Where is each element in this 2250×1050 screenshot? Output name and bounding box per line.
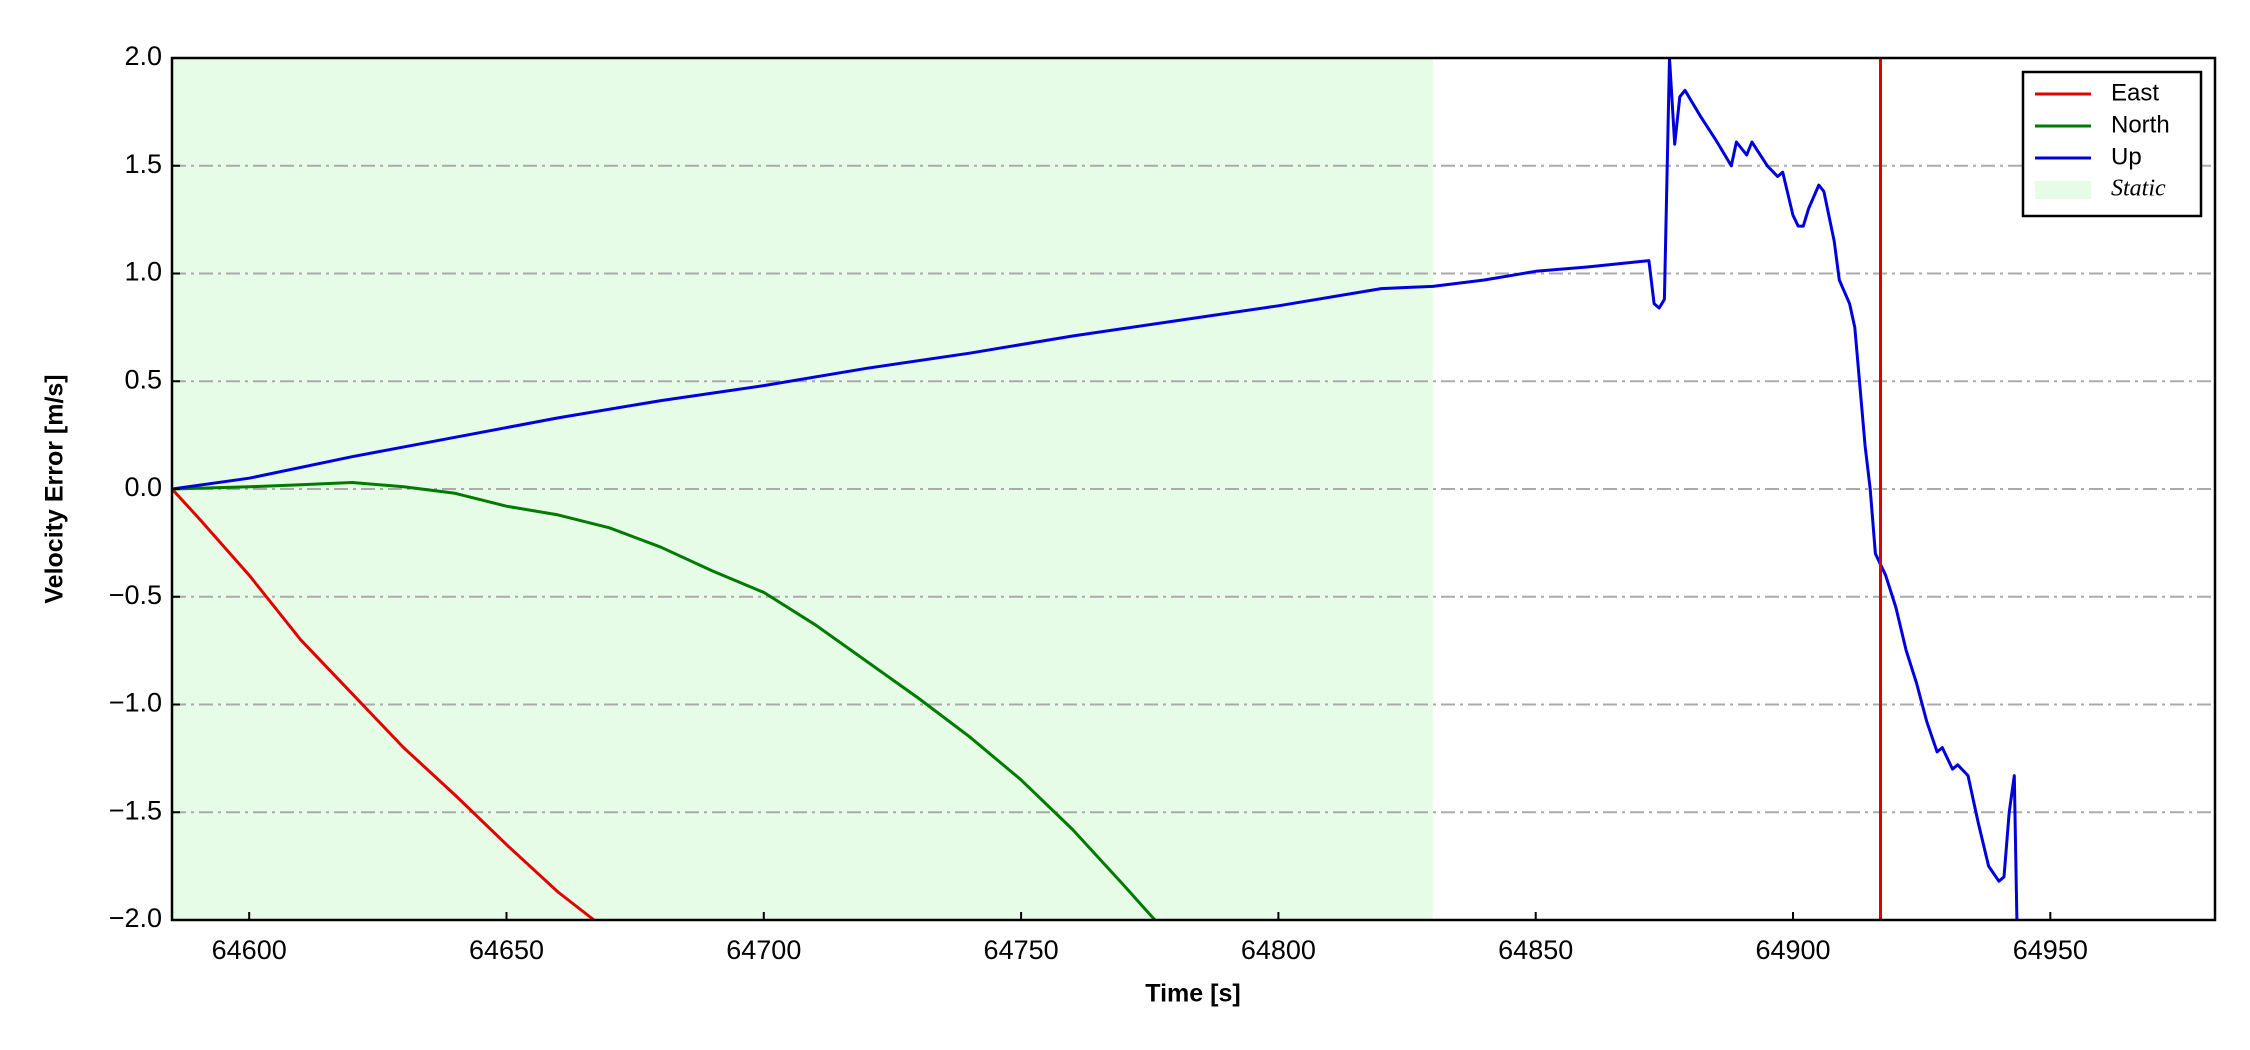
- y-tick-label: 1.0: [124, 257, 162, 287]
- x-tick-label: 64650: [469, 935, 544, 965]
- x-tick-label: 64950: [2013, 935, 2088, 965]
- legend-label: East: [2111, 79, 2159, 106]
- x-tick-label: 64800: [1241, 935, 1316, 965]
- y-tick-label: −2.0: [109, 903, 162, 933]
- x-tick-label: 64850: [1498, 935, 1573, 965]
- y-tick-label: 0.0: [124, 472, 162, 502]
- y-axis-title: Velocity Error [m/s]: [41, 374, 69, 603]
- y-tick-label: 0.5: [124, 364, 162, 394]
- line-up: [172, 58, 2019, 920]
- y-tick-label: 1.5: [124, 149, 162, 179]
- legend-label: Up: [2111, 143, 2142, 170]
- plot-frame: [170, 56, 2217, 922]
- y-tick-label: −1.0: [109, 688, 162, 718]
- y-tick-label: −1.5: [109, 795, 162, 825]
- legend-label: North: [2111, 111, 2170, 138]
- y-tick-label: 2.0: [124, 41, 162, 71]
- legend-swatch: [2035, 181, 2091, 199]
- legend-label: Static: [2111, 176, 2166, 202]
- y-tick-label: −0.5: [109, 580, 162, 610]
- x-axis-title: Time [s]: [1145, 980, 1240, 1008]
- x-tick-label: 64750: [984, 935, 1059, 965]
- x-tick-label: 64700: [726, 935, 801, 965]
- x-tick-label: 64600: [212, 935, 287, 965]
- x-tick-label: 64900: [1755, 935, 1830, 965]
- line-north: [172, 481, 1157, 920]
- line-east: [172, 487, 595, 920]
